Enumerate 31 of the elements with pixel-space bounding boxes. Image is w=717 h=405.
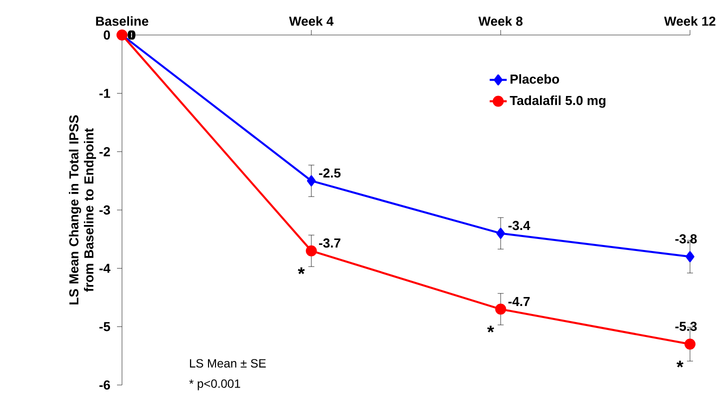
y-tick-label: 0 <box>104 30 110 40</box>
data-label: -3.4 <box>508 220 530 230</box>
point <box>495 304 506 315</box>
data-label: -3.8 <box>675 234 697 244</box>
point <box>686 251 694 262</box>
point <box>306 175 316 186</box>
annotation: LS Mean ± SE <box>190 359 266 368</box>
y-tick-label: -6 <box>99 380 110 390</box>
y-tick-label: -3 <box>99 205 110 215</box>
data-label: -4.7 <box>508 297 530 306</box>
x-tick-label: Week 4 <box>289 16 334 26</box>
data-label: -5.3 <box>675 322 697 331</box>
legend-label: Placebo <box>510 74 560 84</box>
annotation: * <box>487 326 494 332</box>
y-tick-label: -5 <box>99 322 110 332</box>
x-tick-label: Baseline <box>96 16 148 26</box>
x-tick-label: Week 8 <box>478 16 523 26</box>
point <box>496 228 506 239</box>
point <box>306 245 317 256</box>
data-label: -2.5 <box>319 168 341 178</box>
y-tick-label: -2 <box>99 147 110 156</box>
point <box>684 338 696 350</box>
x-tick-label: Week 12 <box>664 16 716 26</box>
legend-label: Tadalafil 5.0 mg <box>510 96 606 108</box>
annotation: * <box>298 267 305 274</box>
y-tick-label: -1 <box>99 88 110 98</box>
annotation: * <box>676 360 684 368</box>
y-axis-title: LS Mean Change in Total IPSS from Baseline to Endpoint <box>68 115 96 304</box>
y-tick-label: -4 <box>99 264 110 273</box>
data-label: -3.7 <box>319 238 340 248</box>
annotation: * p<0.001 <box>189 379 240 390</box>
